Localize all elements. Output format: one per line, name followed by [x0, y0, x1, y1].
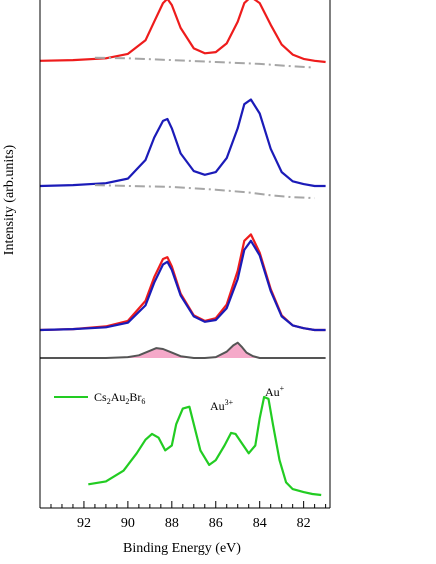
x-tick-label: 84 [253, 516, 267, 531]
series-line-lower-5 [40, 239, 326, 332]
series-line-difference-6 [40, 341, 326, 359]
x-axis-title: Binding Energy (eV) [123, 541, 241, 556]
x-tick-label: 86 [209, 516, 223, 531]
series-line-bottom-7 [88, 395, 322, 497]
y-axis-title: Intensity (arb.units) [2, 144, 17, 255]
x-tick-label: 90 [121, 516, 135, 531]
series-line-top-0 [40, 0, 326, 64]
peak-annotation: Au3+ [210, 398, 234, 413]
x-tick-label: 82 [297, 516, 311, 531]
background-line-top [94, 56, 315, 69]
series-line-middle-2 [40, 98, 326, 188]
background-line-middle [94, 184, 315, 200]
series-line-lower-4 [40, 233, 326, 332]
x-tick-label: 88 [165, 516, 179, 531]
legend-label: Cs2Au2Br6 [94, 390, 145, 406]
peak-annotation: Au+ [265, 384, 285, 399]
x-tick-label: 92 [77, 516, 91, 531]
